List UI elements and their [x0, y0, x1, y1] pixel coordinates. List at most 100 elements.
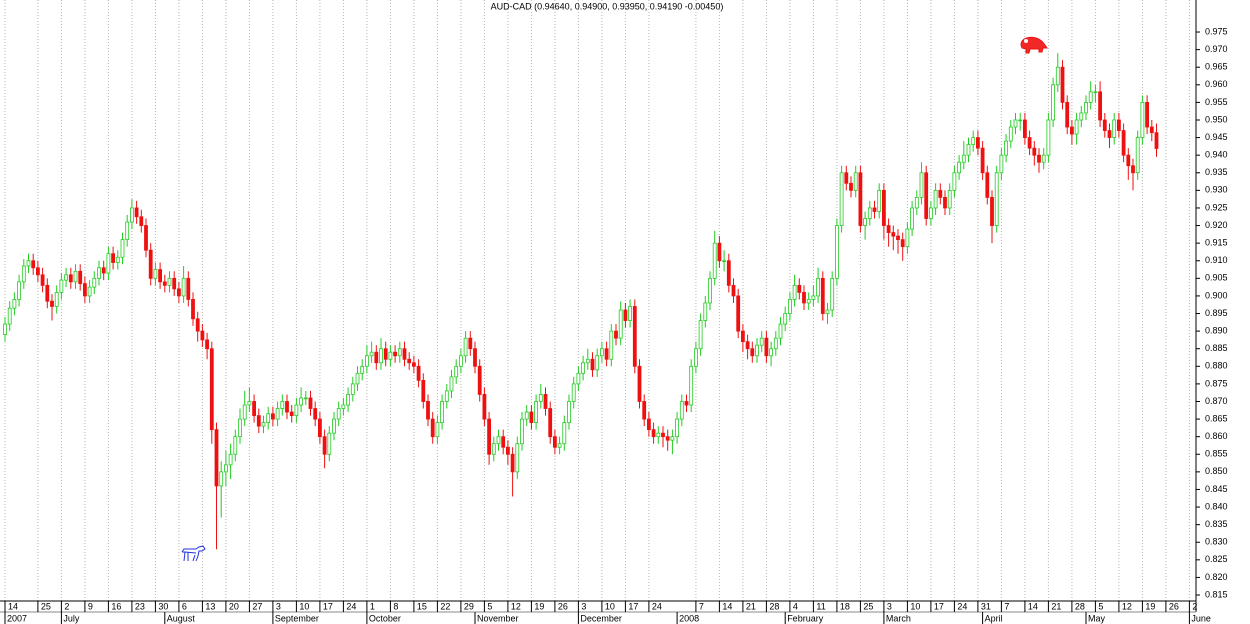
candle-body — [759, 337, 764, 346]
candle-body — [961, 154, 966, 163]
candle-body — [726, 260, 731, 286]
y-tick-label: 0.820 — [1205, 572, 1228, 582]
candle-body — [379, 348, 383, 364]
month-label: 2007 — [7, 613, 27, 623]
y-tick-label: 0.885 — [1205, 343, 1228, 353]
candle-body — [1102, 119, 1107, 131]
candle-body — [158, 269, 163, 283]
candle-body — [745, 341, 750, 350]
candle-body — [275, 408, 280, 420]
candle-body — [863, 218, 867, 226]
candle-body — [54, 292, 59, 307]
candle-body — [990, 197, 994, 226]
candle-body — [609, 330, 614, 360]
candle-body — [905, 228, 910, 248]
candle-body — [360, 365, 365, 374]
candle-body — [68, 274, 73, 283]
candle-body — [402, 348, 407, 360]
candle-body — [853, 172, 858, 191]
x-tick-label: 18 — [840, 601, 850, 611]
candle-body — [78, 270, 83, 285]
candle-body — [994, 172, 999, 226]
candle-body — [623, 309, 628, 321]
candle-body — [369, 351, 374, 357]
y-tick-label: 0.925 — [1205, 202, 1228, 212]
candle-body — [614, 330, 618, 339]
candle-body — [980, 147, 985, 174]
x-tick-label: 14 — [722, 601, 732, 611]
candle-body — [153, 269, 158, 279]
candle-body — [886, 225, 891, 233]
candle-body — [679, 401, 684, 420]
x-tick-label: 25 — [863, 601, 873, 611]
candle-body — [186, 277, 191, 300]
candle-body — [1079, 112, 1084, 121]
candle-body — [421, 379, 426, 402]
x-tick-label: 3 — [276, 601, 281, 611]
candle-body — [411, 362, 416, 367]
candle-body — [233, 436, 238, 455]
x-tick-label: 3 — [581, 601, 586, 611]
candle-body — [162, 281, 167, 286]
candle-body — [83, 283, 87, 297]
candle-body — [200, 330, 205, 341]
candle-body — [703, 302, 708, 321]
x-tick-label: 7 — [699, 601, 704, 611]
candle-body — [289, 411, 294, 416]
candle-body — [393, 351, 398, 357]
candle-body — [811, 295, 816, 300]
candle-body — [637, 365, 642, 402]
x-tick-label: 2 — [64, 601, 69, 611]
candle-body — [223, 464, 228, 473]
y-tick-label: 0.920 — [1205, 220, 1228, 230]
candle-body — [106, 253, 111, 274]
x-tick-label: 24 — [346, 601, 356, 611]
x-tick-label: 29 — [464, 601, 474, 611]
candle-body — [242, 404, 247, 420]
candle-body — [17, 281, 22, 300]
x-tick-label: 14 — [8, 601, 18, 611]
candle-body — [712, 242, 717, 279]
candle-body — [191, 299, 195, 320]
y-tick-label: 0.945 — [1205, 132, 1228, 142]
y-tick-label: 0.970 — [1205, 44, 1228, 54]
candle-body — [553, 436, 557, 448]
candle-body — [1140, 101, 1145, 138]
candle-body — [426, 401, 430, 420]
candle-body — [73, 270, 78, 283]
candle-body — [332, 418, 336, 434]
candle-body — [731, 284, 736, 297]
candle-body — [346, 394, 351, 406]
candle-body — [1145, 101, 1149, 128]
candle-body — [600, 348, 604, 357]
candle-body — [299, 397, 304, 406]
candle-body — [1004, 140, 1008, 156]
chart-title: AUD-CAD (0.94640, 0.94900, 0.93950, 0.94… — [491, 1, 724, 11]
candle-body — [463, 337, 468, 357]
bull-icon — [181, 545, 206, 562]
candle-body — [256, 415, 261, 427]
candle-body — [1055, 66, 1060, 86]
candle-body — [976, 137, 980, 149]
candle-body — [327, 432, 332, 455]
candle-body — [407, 358, 412, 364]
x-tick-label: 12 — [511, 601, 521, 611]
candle-body — [336, 408, 341, 420]
candle-body — [430, 418, 435, 438]
x-tick-label: 25 — [41, 601, 51, 611]
candle-body — [468, 337, 473, 350]
candle-body — [36, 267, 40, 276]
candle-body — [1084, 101, 1088, 114]
candle-body — [1023, 119, 1027, 138]
candle-body — [717, 242, 722, 262]
y-tick-label: 0.850 — [1205, 466, 1228, 476]
candle-body — [270, 413, 275, 420]
x-tick-label: 17 — [323, 601, 333, 611]
candle-body — [125, 221, 130, 241]
x-tick-label: 26 — [1169, 601, 1179, 611]
candle-body — [134, 207, 139, 218]
candle-body — [750, 348, 755, 357]
candle-body — [285, 401, 289, 413]
candle-body — [1112, 119, 1117, 138]
